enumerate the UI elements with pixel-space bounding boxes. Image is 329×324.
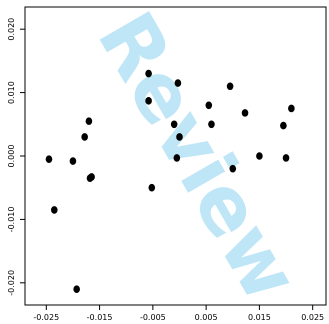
data-point (256, 152, 263, 160)
x-tick-label: -0.005 (140, 313, 166, 322)
data-point (148, 183, 156, 192)
data-point (229, 164, 237, 173)
data-point (145, 69, 152, 78)
data-point (85, 117, 93, 125)
data-point (73, 285, 80, 293)
data-point (241, 109, 249, 117)
data-point (51, 206, 58, 214)
data-points (45, 69, 295, 293)
data-point (208, 120, 215, 129)
x-tick-label: 0.025 (301, 313, 324, 322)
data-point (88, 173, 95, 181)
data-point (205, 101, 213, 110)
data-point (176, 133, 183, 141)
data-point (226, 82, 234, 91)
data-point (282, 154, 290, 162)
data-point (170, 120, 178, 129)
y-tick-label: 0.000 (7, 145, 16, 168)
y-tick-label: -0.020 (7, 270, 16, 296)
data-point (81, 133, 88, 141)
y-tick-label: -0.010 (7, 207, 16, 233)
data-point (69, 157, 77, 165)
data-point (145, 97, 152, 105)
x-tick-label: 0.005 (195, 313, 218, 322)
data-point (173, 154, 181, 162)
x-tick-label: -0.025 (33, 313, 59, 322)
data-point (280, 121, 287, 130)
watermark-layer: Review (80, 0, 316, 316)
data-point (288, 104, 295, 113)
x-tick-label: 0.015 (248, 313, 271, 322)
x-tick-label: -0.015 (87, 313, 113, 322)
data-point (45, 155, 53, 163)
y-axis: -0.020 -0.010 0.000 0.010 0.020 (7, 18, 25, 296)
y-tick-label: 0.010 (7, 81, 16, 104)
data-point (174, 79, 182, 87)
watermark-text: Review (80, 0, 316, 316)
y-tick-label: 0.020 (7, 18, 16, 41)
x-axis: -0.025 -0.015 -0.005 0.005 0.015 0.025 (33, 305, 324, 322)
